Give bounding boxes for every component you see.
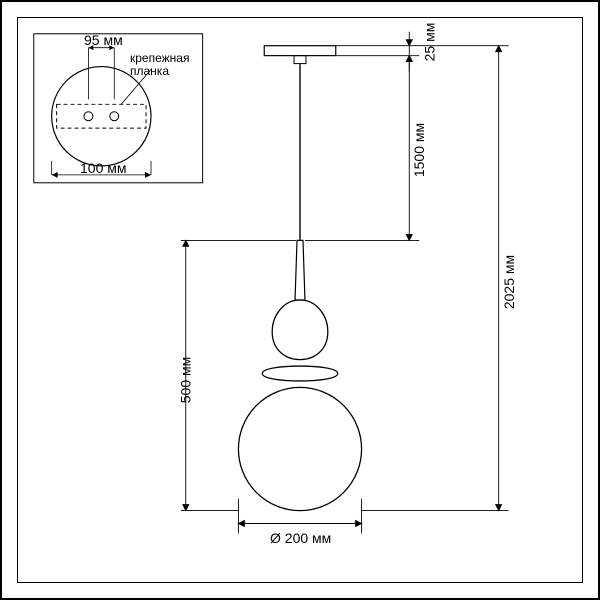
outer-frame: 95 мм крепежная планка 100 мм 25 мм 1500… — [0, 0, 600, 600]
dimension-lines — [181, 32, 509, 534]
pendant-group — [238, 46, 361, 511]
inset-plate-label: крепежная планка — [130, 52, 189, 77]
dim-total-h: 2025 мм — [501, 255, 517, 309]
dim-body-h: 500 мм — [177, 357, 193, 404]
dim-cable-h: 1500 мм — [411, 123, 427, 177]
inset-top-dim: 95 мм — [84, 32, 123, 48]
inset-bottom-dim: 100 мм — [80, 160, 127, 176]
dim-diameter: Ø 200 мм — [270, 530, 331, 546]
inset-plate-label-l2: планка — [130, 64, 169, 78]
dim-canopy-h: 25 мм — [421, 23, 437, 62]
